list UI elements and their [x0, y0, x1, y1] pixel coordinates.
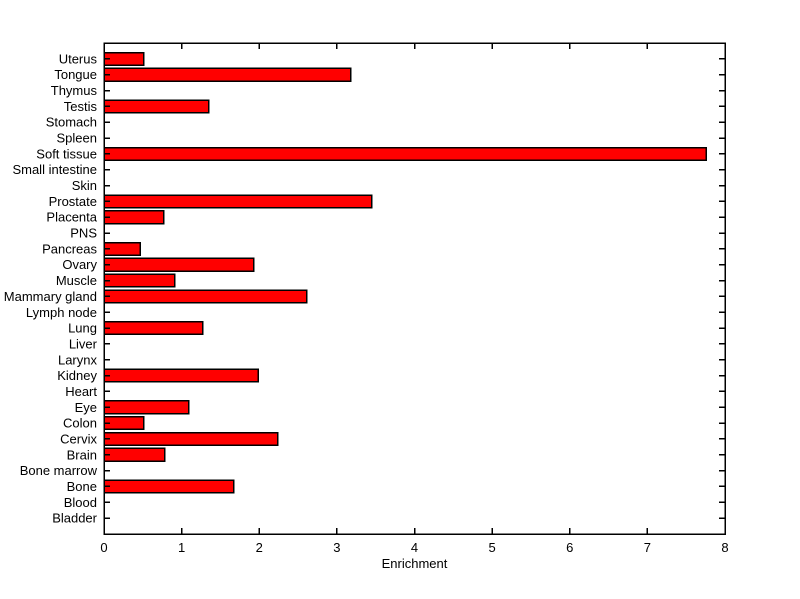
- category-label-placenta: Placenta: [46, 210, 97, 225]
- bar-kidney: [103, 368, 260, 383]
- bar-tongue: [103, 67, 352, 82]
- bar-prostate: [103, 194, 373, 209]
- category-label-muscle: Muscle: [56, 273, 97, 288]
- x-tick-label-8: 8: [721, 540, 728, 555]
- x-axis-label: Enrichment: [381, 556, 448, 571]
- x-tick-label-6: 6: [566, 540, 573, 555]
- x-tick-label-7: 7: [644, 540, 651, 555]
- bar-ovary: [103, 257, 255, 272]
- x-tick-label-4: 4: [411, 540, 418, 555]
- bar-cervix: [103, 431, 279, 447]
- category-label-colon: Colon: [63, 416, 97, 431]
- category-label-blood: Blood: [64, 495, 97, 510]
- x-tick-label-1: 1: [178, 540, 185, 555]
- bar-placenta: [103, 210, 165, 225]
- bar-mammary-gland: [103, 289, 308, 304]
- category-label-eye: Eye: [75, 400, 97, 415]
- category-label-soft-tissue: Soft tissue: [36, 146, 97, 161]
- x-tick-label-0: 0: [100, 540, 107, 555]
- category-label-bone-marrow: Bone marrow: [20, 463, 98, 478]
- category-label-stomach: Stomach: [46, 115, 97, 130]
- category-label-thymus: Thymus: [51, 83, 98, 98]
- bar-eye: [103, 400, 190, 415]
- category-label-skin: Skin: [72, 178, 97, 193]
- category-label-pancreas: Pancreas: [42, 241, 97, 256]
- x-tick-label-5: 5: [489, 540, 496, 555]
- category-label-mammary-gland: Mammary gland: [4, 289, 97, 304]
- category-label-lymph-node: Lymph node: [26, 305, 97, 320]
- category-label-ovary: Ovary: [62, 257, 97, 272]
- category-label-lung: Lung: [68, 321, 97, 336]
- bar-testis: [103, 99, 210, 114]
- category-label-larynx: Larynx: [58, 352, 98, 367]
- x-tick-label-2: 2: [256, 540, 263, 555]
- bar-bone: [103, 479, 235, 494]
- bar-brain: [103, 447, 166, 462]
- category-label-prostate: Prostate: [49, 194, 97, 209]
- x-tick-label-3: 3: [333, 540, 340, 555]
- category-label-tongue: Tongue: [54, 67, 97, 82]
- category-label-uterus: Uterus: [59, 51, 98, 66]
- bar-soft-tissue: [103, 146, 708, 161]
- category-label-pns: PNS: [70, 226, 97, 241]
- category-label-testis: Testis: [64, 99, 98, 114]
- category-label-cervix: Cervix: [60, 431, 97, 446]
- category-label-bone: Bone: [67, 479, 97, 494]
- category-label-small-intestine: Small intestine: [12, 162, 97, 177]
- category-label-spleen: Spleen: [57, 131, 97, 146]
- category-label-bladder: Bladder: [52, 511, 97, 526]
- category-label-kidney: Kidney: [57, 368, 97, 383]
- category-label-liver: Liver: [69, 336, 98, 351]
- bar-muscle: [103, 273, 176, 288]
- category-label-heart: Heart: [65, 384, 97, 399]
- plot-box: [103, 42, 726, 535]
- category-label-brain: Brain: [67, 447, 97, 462]
- bar-lung: [103, 321, 204, 336]
